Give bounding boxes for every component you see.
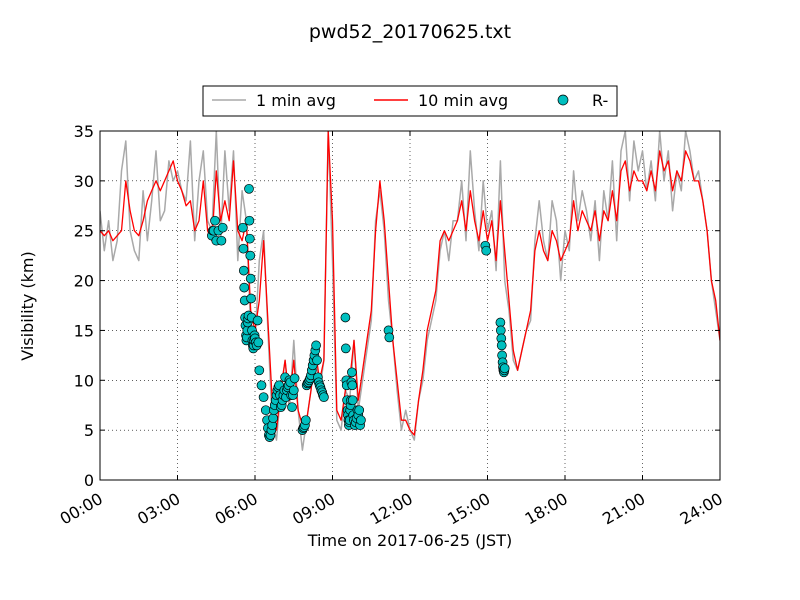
rain-point	[340, 343, 351, 354]
legend-label-10min: 10 min avg	[418, 91, 508, 110]
rain-point	[216, 235, 227, 246]
rain-point	[238, 243, 249, 254]
y-tick-label: 30	[74, 172, 94, 191]
rain-point	[347, 380, 358, 391]
rain-point	[481, 245, 492, 256]
rain-point	[238, 222, 248, 233]
y-axis-label: Visibility (km)	[18, 251, 37, 360]
rain-point	[347, 367, 357, 378]
y-tick-label: 0	[84, 471, 94, 490]
rain-point	[245, 273, 256, 284]
rain-point	[496, 340, 507, 351]
rain-point	[356, 415, 366, 426]
rain-point	[499, 363, 510, 374]
y-tick-label: 10	[74, 371, 94, 390]
legend-label-rain: R-	[592, 91, 608, 110]
x-tick-label: 21:00	[599, 489, 648, 529]
rain-point	[495, 325, 506, 336]
y-tick-label: 5	[84, 421, 94, 440]
legend-swatch-rain	[557, 94, 569, 106]
x-tick-label: 24:00	[677, 489, 726, 529]
rain-point	[246, 293, 256, 304]
x-tick-label: 12:00	[367, 489, 416, 529]
rain-point	[289, 373, 300, 384]
rain-point	[311, 340, 321, 351]
rain-point	[300, 415, 311, 426]
x-tick-label: 03:00	[134, 489, 183, 529]
rain-point	[244, 183, 254, 194]
rain-point	[312, 355, 322, 366]
rain-point	[244, 233, 255, 244]
x-axis-label: Time on 2017-06-25 (JST)	[307, 531, 512, 550]
plot-area	[100, 131, 720, 451]
rain-point	[268, 413, 278, 424]
y-axis: 0 5 10 15 20 25 30 35	[74, 122, 720, 490]
rain-point	[288, 385, 299, 396]
rain-point	[238, 265, 249, 276]
series-line-1min-avg	[100, 131, 720, 451]
rain-point	[319, 392, 329, 403]
rain-point	[260, 405, 271, 416]
x-tick-label: 15:00	[444, 489, 493, 529]
chart-title: pwd52_20170625.txt	[309, 21, 511, 43]
y-tick-label: 20	[74, 272, 94, 291]
y-tick-label: 15	[74, 321, 94, 340]
rain-point	[254, 365, 265, 376]
rain-point	[239, 282, 250, 293]
rain-point	[287, 402, 297, 413]
rain-point	[258, 392, 269, 403]
rain-point	[252, 315, 263, 326]
legend-label-1min: 1 min avg	[256, 91, 336, 110]
rain-point	[256, 380, 267, 391]
legend: 1 min avg 10 min avg R-	[202, 85, 618, 117]
rain-point	[340, 312, 351, 323]
y-tick-label: 35	[74, 122, 94, 141]
rain-point	[244, 215, 255, 226]
x-tick-label: 18:00	[522, 489, 571, 529]
x-tick-label: 09:00	[289, 489, 338, 529]
legend-box	[202, 85, 618, 117]
rain-point	[217, 222, 228, 233]
x-tick-label: 06:00	[212, 489, 261, 529]
rain-point	[210, 215, 220, 226]
rain-point	[347, 395, 358, 406]
y-tick-label: 25	[74, 222, 94, 241]
series-line-10min-avg	[100, 131, 720, 436]
x-tick-label: 00:00	[57, 489, 106, 529]
rain-point	[354, 405, 365, 416]
rain-point	[253, 337, 264, 348]
rain-point	[384, 332, 395, 343]
rain-point	[245, 250, 256, 261]
